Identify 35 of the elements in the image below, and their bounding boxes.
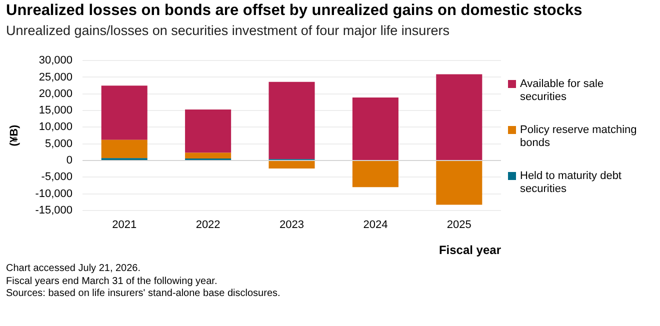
bar <box>352 160 398 188</box>
x-tick-label: 2025 <box>446 219 472 232</box>
y-tick-label: 0 <box>66 154 73 166</box>
legend-label: Available for sale securities <box>520 78 605 104</box>
y-tick-label: 25,000 <box>38 71 73 84</box>
y-tick-label: -5,000 <box>41 171 73 184</box>
bar <box>185 110 232 153</box>
x-tick-label: 2024 <box>363 219 388 232</box>
bar <box>268 160 315 168</box>
bar <box>268 82 315 160</box>
y-axis-title: (¥B) <box>8 124 21 146</box>
x-tick-label: 2023 <box>280 219 304 232</box>
y-tick-label: 30,000 <box>38 54 73 67</box>
y-tick-label: 5,000 <box>44 138 73 150</box>
x-tick-label: 2022 <box>196 219 220 232</box>
bar <box>436 160 482 205</box>
text: Fiscal years end March 31 of the following year. <box>6 276 218 288</box>
bar <box>101 86 148 140</box>
chart-subtitle: Unrealized gains/losses on securities investment of four major life insurers <box>6 23 450 38</box>
bar <box>101 140 148 158</box>
bar <box>436 74 482 160</box>
legend-label: Held to maturity debt securities <box>520 170 622 196</box>
y-tick-label: 15,000 <box>38 104 73 117</box>
y-tick-label: -10,000 <box>35 188 73 200</box>
y-tick-label: 10,000 <box>38 121 73 134</box>
x-tick-label: 2021 <box>112 219 137 232</box>
y-tick-label: -15,000 <box>35 204 73 216</box>
source-note: Sources: based on life insurers' stand-alone base disclosures. <box>6 288 280 300</box>
bar <box>185 152 232 158</box>
y-tick-label: 20,000 <box>38 88 73 100</box>
text: Chart accessed July 21, 2026. <box>6 263 142 276</box>
bar <box>352 98 398 160</box>
chart-title: Unrealized losses on bonds are offset by unrealized gains on domestic stocks <box>6 2 582 20</box>
x-axis-title: Fiscal year <box>438 243 502 258</box>
legend-label: Policy reserve matching bonds <box>520 124 638 150</box>
